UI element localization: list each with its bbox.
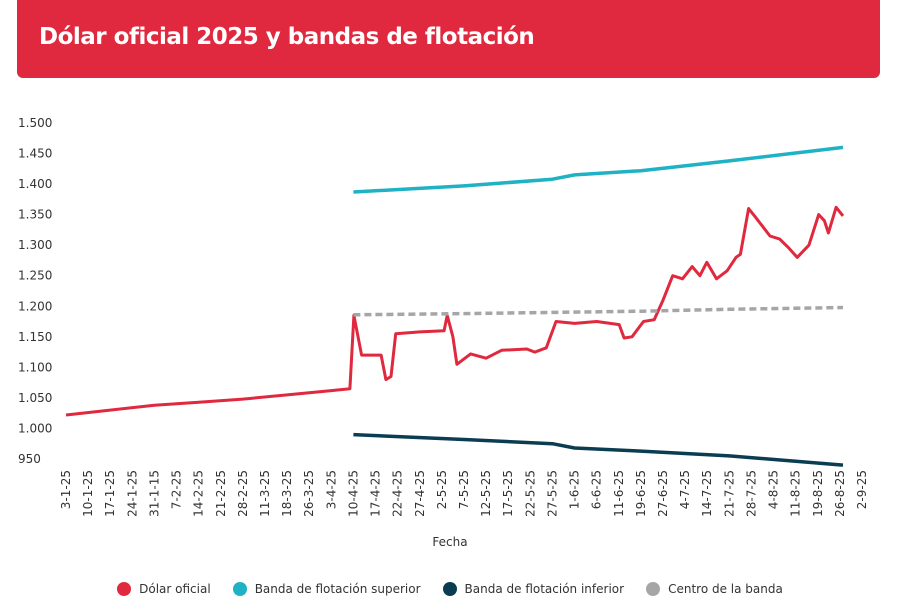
y-tick-label: 1.200 bbox=[18, 299, 52, 313]
y-tick-label: 1.100 bbox=[18, 360, 52, 374]
x-tick-label: 11-3-25 bbox=[258, 470, 272, 517]
x-tick-label: 3-4-25 bbox=[324, 470, 338, 509]
x-tick-label: 26-8-25 bbox=[833, 470, 847, 517]
legend-marker bbox=[646, 582, 661, 596]
legend-item: Dólar oficial bbox=[117, 582, 211, 596]
y-tick-label: 1.250 bbox=[18, 269, 52, 283]
chart-title: Dólar oficial 2025 y bandas de flotación bbox=[39, 24, 535, 50]
y-tick-label: 1.500 bbox=[18, 116, 52, 130]
x-tick-label: 31-1-15 bbox=[147, 470, 161, 517]
x-tick-label: 17-5-25 bbox=[501, 470, 515, 517]
x-tick-label: 12-5-25 bbox=[479, 470, 493, 517]
legend-item: Centro de la banda bbox=[646, 582, 783, 596]
legend-item: Banda de flotación inferior bbox=[442, 582, 625, 596]
x-tick-label: 27-6-25 bbox=[656, 470, 670, 517]
x-tick-label: 7-2-25 bbox=[170, 470, 184, 509]
legend-item: Banda de flotación superior bbox=[232, 582, 421, 596]
x-tick-label: 4-8-25 bbox=[767, 470, 781, 509]
x-tick-label: 19-8-25 bbox=[811, 470, 825, 517]
x-tick-label: 28-7-25 bbox=[744, 470, 758, 517]
series-line-0 bbox=[65, 205, 845, 417]
y-tick-label: 1.450 bbox=[18, 147, 52, 161]
x-tick-label: 18-3-25 bbox=[280, 470, 294, 517]
legend-marker bbox=[442, 582, 457, 596]
x-tick-label: 11-6-25 bbox=[612, 470, 626, 517]
legend-marker bbox=[117, 582, 132, 596]
x-tick-label: 22-4-25 bbox=[391, 470, 405, 517]
series-line-1 bbox=[353, 145, 844, 194]
x-tick-label: 10-1-25 bbox=[81, 470, 95, 517]
x-tick-label: 2-5-25 bbox=[435, 470, 449, 509]
x-tick-label: 26-3-25 bbox=[302, 470, 316, 517]
x-tick-label: 4-7-25 bbox=[678, 470, 692, 509]
x-tick-label: 28-2-25 bbox=[236, 470, 250, 517]
y-tick-label: 1.150 bbox=[18, 330, 52, 344]
x-axis-label: Fecha bbox=[432, 535, 467, 549]
series-line-3 bbox=[353, 305, 844, 317]
x-tick-label: 22-5-25 bbox=[523, 470, 537, 517]
legend-label: Centro de la banda bbox=[668, 582, 783, 596]
x-tick-label: 21-7-25 bbox=[722, 470, 736, 517]
x-tick-label: 6-6-25 bbox=[590, 470, 604, 509]
legend-label: Dólar oficial bbox=[139, 582, 211, 596]
x-tick-label: 14-2-25 bbox=[192, 470, 206, 517]
legend: Dólar oficial Banda de flotación superior… bbox=[0, 582, 900, 596]
x-tick-label: 21-2-25 bbox=[214, 470, 228, 517]
legend-label: Banda de flotación inferior bbox=[464, 582, 625, 596]
y-tick-label: 1.350 bbox=[18, 208, 52, 222]
x-tick-label: 27-4-25 bbox=[413, 470, 427, 517]
x-tick-label: 14-7-25 bbox=[700, 470, 714, 517]
legend-label: Banda de flotación superior bbox=[254, 582, 421, 596]
x-tick-label: 27-5-25 bbox=[545, 470, 559, 517]
series-line-2 bbox=[353, 432, 844, 467]
x-tick-label: 3-1-25 bbox=[59, 470, 73, 509]
x-tick-label: 11-8-25 bbox=[789, 470, 803, 517]
x-tick-label: 24-1-25 bbox=[125, 470, 139, 517]
y-tick-label: 1.050 bbox=[18, 391, 52, 405]
y-tick-label: 950 bbox=[18, 452, 41, 466]
x-tick-label: 7-5-25 bbox=[457, 470, 471, 509]
x-tick-label: 19-6-25 bbox=[634, 470, 648, 517]
x-tick-label: 1-6-25 bbox=[568, 470, 582, 509]
title-bar: Dólar oficial 2025 y bandas de flotación bbox=[17, 0, 880, 78]
x-tick-label: 2-9-25 bbox=[855, 470, 869, 509]
y-tick-label: 1.300 bbox=[18, 238, 52, 252]
x-tick-label: 17-4-25 bbox=[369, 470, 383, 517]
x-tick-label: 10-4-25 bbox=[346, 470, 360, 517]
legend-marker bbox=[232, 582, 247, 596]
y-tick-label: 1.400 bbox=[18, 177, 52, 191]
y-tick-label: 1.000 bbox=[18, 421, 52, 435]
x-tick-label: 17-1-25 bbox=[103, 470, 117, 517]
